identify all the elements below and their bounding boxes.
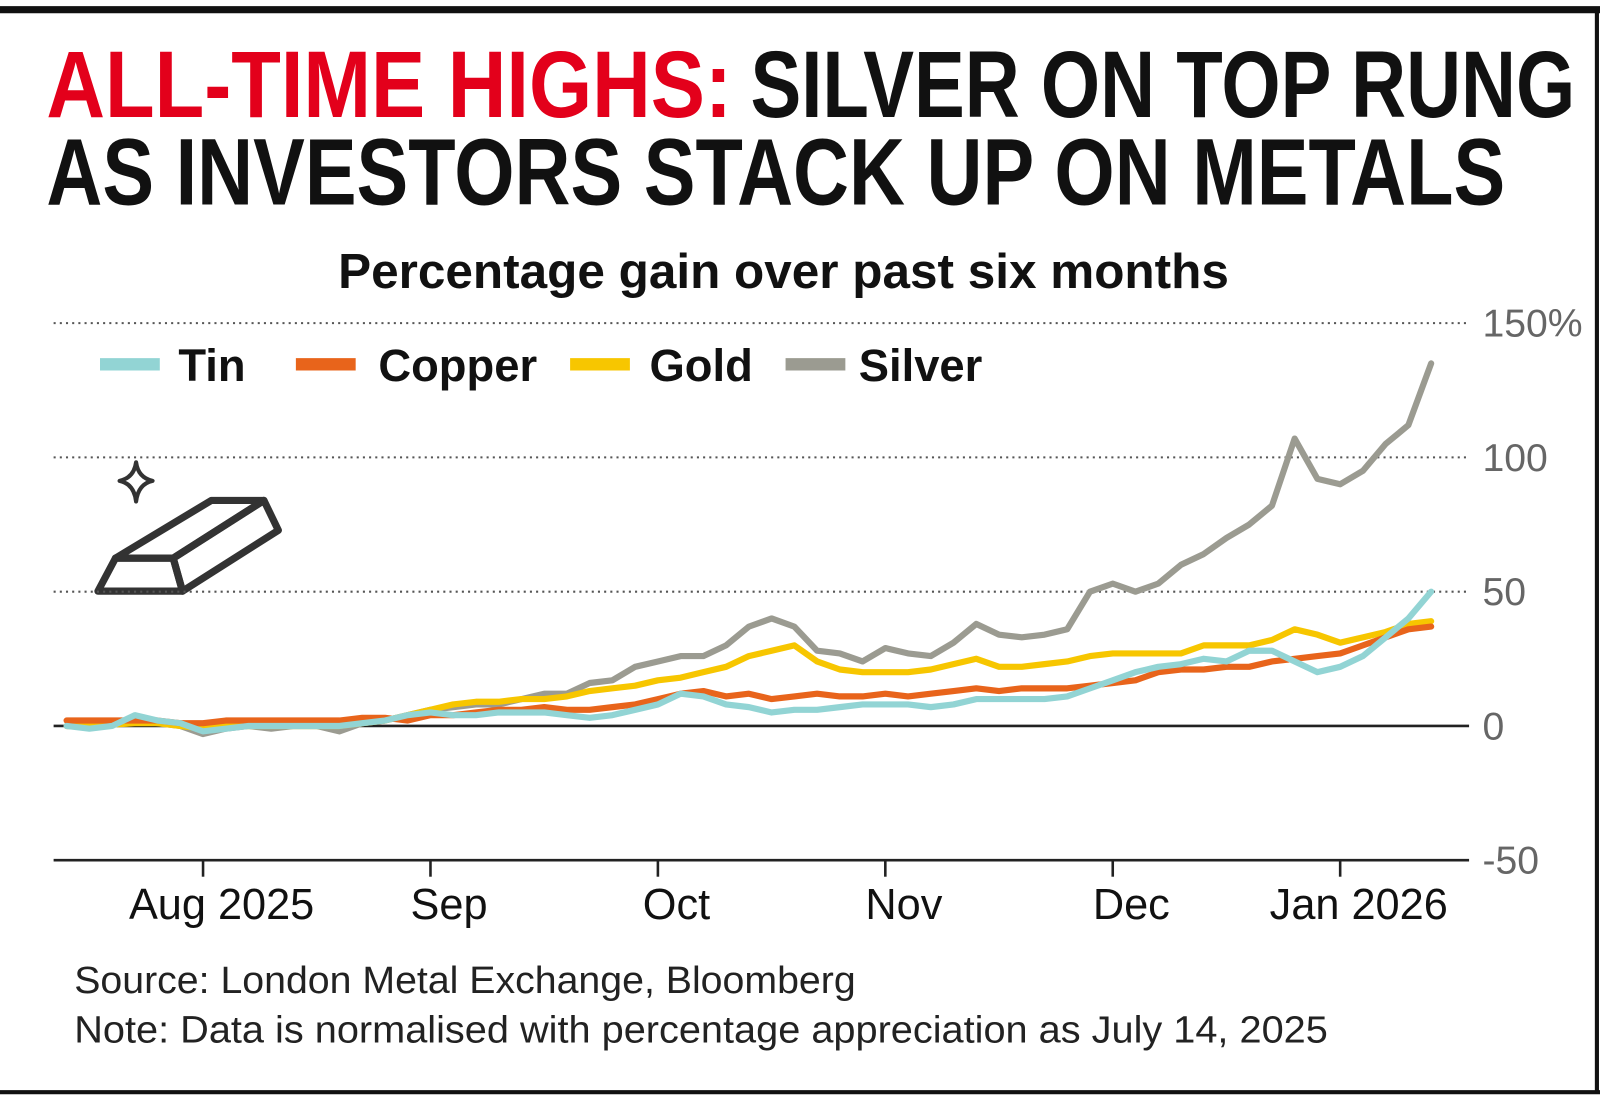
x-tick-label: Nov	[865, 881, 942, 929]
legend-label: Copper	[378, 340, 537, 391]
x-tick-label: Sep	[411, 881, 488, 929]
series-line	[63, 623, 1435, 727]
legend-label: Gold	[649, 340, 752, 391]
icon-side	[169, 496, 282, 595]
note: Note: Data is normalised with percentage…	[74, 1009, 1328, 1052]
legend-label: Tin	[178, 340, 245, 391]
y-tick-label: 50	[1482, 571, 1526, 614]
title-highlight: ALL-TIME HIGHS:	[46, 32, 732, 138]
x-tick-label: Oct	[643, 881, 710, 929]
legend-label: Silver	[859, 340, 983, 391]
y-tick-label: -50	[1482, 840, 1539, 883]
x-tick-label: Jan 2026	[1270, 881, 1448, 929]
y-tick-label: 150%	[1482, 303, 1582, 346]
title-line: AS INVESTORS STACK UP ON METALS	[46, 120, 1505, 226]
title-line: SILVER ON TOP RUNG	[751, 32, 1576, 138]
x-tick-label: Dec	[1093, 881, 1170, 929]
y-tick-label: 0	[1482, 705, 1504, 748]
subtitle: Percentage gain over past six months	[338, 244, 1229, 299]
icon-sparkle	[117, 460, 155, 504]
x-tick-label: Aug 2025	[129, 881, 314, 929]
series-line	[63, 588, 1435, 735]
source: Source: London Metal Exchange, Bloomberg	[74, 959, 855, 1002]
y-tick-label: 100	[1482, 437, 1547, 480]
